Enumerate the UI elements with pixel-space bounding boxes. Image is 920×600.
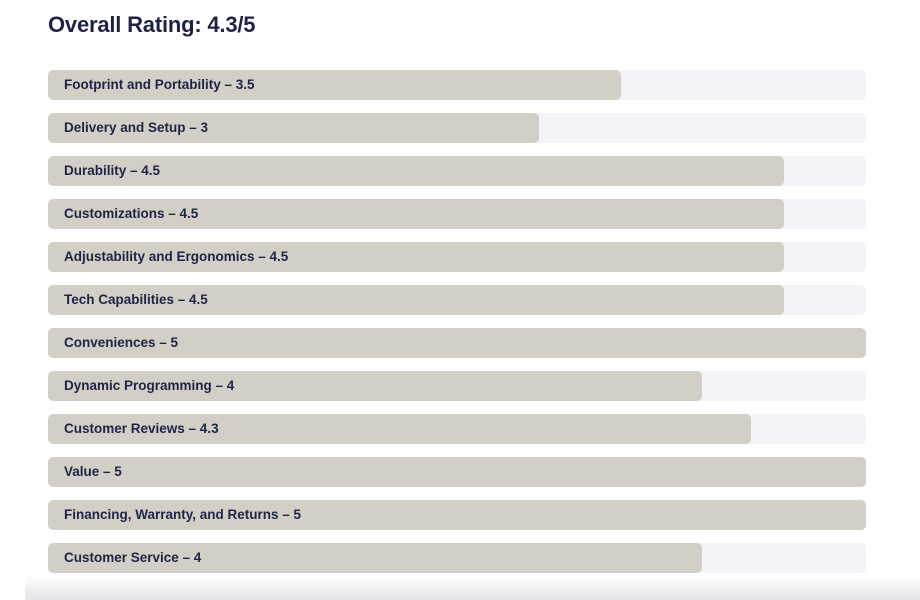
rating-bar-label: Financing, Warranty, and Returns – 5: [64, 507, 302, 522]
rating-bar-row: Durability – 4.5: [48, 156, 866, 186]
rating-bar-label: Value – 5: [64, 464, 122, 479]
rating-bar-fill: [48, 414, 752, 444]
rating-bar-label: Customer Reviews – 4.3: [64, 421, 219, 436]
rating-bar-row: Customizations – 4.5: [48, 199, 866, 229]
rating-bar-fill: [48, 457, 866, 487]
rating-bar-fill: [48, 500, 866, 530]
rating-bar-row: Dynamic Programming – 4: [48, 371, 866, 401]
rating-bar-row: Customer Service – 4: [48, 543, 866, 573]
rating-bar-row: Customer Reviews – 4.3: [48, 414, 866, 444]
rating-bar-row: Adjustability and Ergonomics – 4.5: [48, 242, 866, 272]
rating-bar-fill: [48, 285, 785, 315]
rating-bar-row: Delivery and Setup – 3: [48, 113, 866, 143]
rating-bar-row: Value – 5: [48, 457, 866, 487]
rating-bar-label: Conveniences – 5: [64, 335, 179, 350]
rating-bar-fill: [48, 242, 785, 272]
rating-bar-fill: [48, 70, 621, 100]
rating-bar-label: Durability – 4.5: [64, 163, 161, 178]
rating-bar-fill: [48, 543, 703, 573]
rating-bar-fill: [48, 328, 866, 358]
rating-bar-label: Tech Capabilities – 4.5: [64, 292, 208, 307]
rating-bar-row: Conveniences – 5: [48, 328, 866, 358]
rating-bar-label: Customer Service – 4: [64, 550, 202, 565]
rating-bar-row: Financing, Warranty, and Returns – 5: [48, 500, 866, 530]
overall-rating-title: Overall Rating: 4.3/5: [48, 12, 256, 37]
rating-bar-row: Footprint and Portability – 3.5: [48, 70, 866, 100]
next-section-shadow-edge: [25, 575, 920, 600]
rating-bar-fill: [48, 371, 703, 401]
rating-bars-chart: Footprint and Portability – 3.5 Delivery …: [48, 70, 866, 586]
rating-bar-label: Customizations – 4.5: [64, 206, 199, 221]
rating-bar-fill: [48, 199, 785, 229]
rating-bar-label: Adjustability and Ergonomics – 4.5: [64, 249, 289, 264]
rating-bar-fill: [48, 156, 785, 186]
rating-bar-label: Delivery and Setup – 3: [64, 120, 209, 135]
rating-bar-fill: [48, 113, 539, 143]
rating-bar-label: Dynamic Programming – 4: [64, 378, 235, 393]
rating-bar-row: Tech Capabilities – 4.5: [48, 285, 866, 315]
rating-bar-label: Footprint and Portability – 3.5: [64, 77, 255, 92]
